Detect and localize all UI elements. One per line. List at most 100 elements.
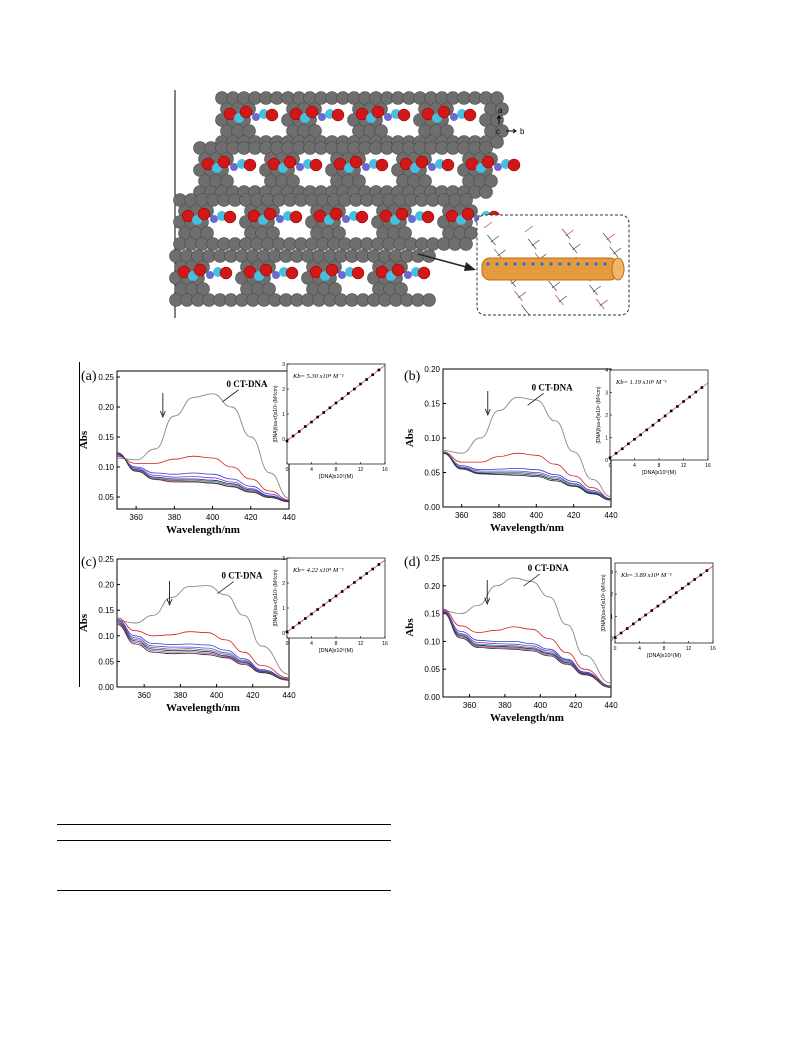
- axis-indicator: a c b: [496, 106, 525, 136]
- inset-data-point: [322, 603, 326, 607]
- bond-line: [558, 295, 568, 303]
- nitrogen-atom: [342, 215, 350, 223]
- bond-line: [602, 232, 612, 244]
- guest-atom: [594, 262, 598, 266]
- inset-data-point: [674, 591, 678, 595]
- panel-label: (d): [404, 555, 421, 570]
- guest-atom: [603, 262, 607, 266]
- oxygen-atom: [193, 263, 207, 277]
- x-axis-label: Wavelength/nm: [166, 524, 240, 536]
- inset-y-tick-label: 1: [605, 436, 608, 442]
- decrease-arrowhead: [484, 597, 491, 606]
- inset-y-tick-label: 2: [605, 413, 608, 419]
- crystal-packing-figure: a c b: [169, 90, 630, 318]
- y-axis-label: Abs: [404, 618, 416, 637]
- oxygen-atom: [415, 155, 429, 169]
- inset-data-point: [310, 612, 313, 616]
- spectrum-line-4: [116, 453, 290, 502]
- x-tick-label: 440: [604, 701, 618, 710]
- inset-frame: [286, 363, 386, 465]
- inset-x-tick-label: 12: [686, 646, 692, 652]
- spectrum-line-1: [116, 455, 290, 501]
- inset-x-tick-label: 0: [609, 463, 612, 469]
- inset-data-point: [304, 425, 307, 428]
- nitrogen-atom: [206, 271, 214, 279]
- bond-line: [555, 294, 564, 306]
- oxygen-atom: [263, 207, 277, 221]
- table-rule-top: [57, 824, 391, 825]
- oxygen-atom: [217, 155, 231, 169]
- spectrum-line-1: [116, 617, 290, 679]
- inset-x-tick-label: 16: [382, 641, 388, 647]
- inset-data-point: [614, 451, 618, 455]
- x-tick-label: 360: [137, 691, 151, 700]
- spectrum-line-7: [116, 624, 290, 681]
- zoom-arrow-line: [417, 253, 471, 269]
- bond-line: [487, 234, 496, 246]
- annotation-leader: [222, 389, 239, 403]
- carbon-atom: [422, 249, 436, 263]
- inset-x-axis-label: [DNA]x10⁵(M): [642, 469, 676, 476]
- bond-line: [612, 247, 622, 255]
- spectrum-line-1: [442, 451, 612, 500]
- inset-data-point: [310, 420, 313, 424]
- oxygen-atom: [259, 263, 273, 277]
- inset-y-tick-label: 3: [282, 362, 285, 368]
- plot-frame: [442, 557, 612, 698]
- bond-line: [524, 225, 534, 233]
- oxygen-atom: [375, 158, 389, 172]
- inset-x-tick-label: 0: [286, 467, 289, 473]
- inset-data-point: [316, 415, 319, 419]
- y-tick-label: 0.00: [98, 683, 114, 692]
- inset-y-tick-label: 1: [282, 606, 285, 612]
- nitrogen-atom: [338, 271, 346, 279]
- space-filling-lattice: [169, 91, 521, 307]
- oxygen-atom: [285, 266, 299, 280]
- annotation-label: 0 CT-DNA: [532, 382, 573, 392]
- nitrogen-atom: [230, 163, 238, 171]
- panel-label: (a): [81, 369, 97, 384]
- guest-atom: [486, 262, 490, 266]
- inset-data-point: [340, 590, 344, 593]
- spectrum-line-2: [442, 609, 612, 687]
- spectrum-line-6: [442, 612, 612, 688]
- inset-data-point: [632, 622, 635, 626]
- x-tick-label: 420: [567, 511, 581, 520]
- kb-label: Kb= 1.19 x10⁵ M⁻¹: [615, 379, 667, 386]
- y-tick-label: 0.20: [424, 365, 440, 374]
- inset-data-point: [705, 569, 709, 572]
- nitrogen-atom: [384, 113, 392, 121]
- y-axis-label: Abs: [404, 428, 416, 447]
- bond-line: [490, 235, 500, 243]
- inset-x-tick-label: 4: [638, 646, 641, 652]
- guest-atom: [495, 262, 499, 266]
- nitrogen-atom: [210, 215, 218, 223]
- inset-data-point: [304, 617, 307, 620]
- inset-y-tick-label: 2: [282, 387, 285, 393]
- x-axis-label: Wavelength/nm: [490, 522, 564, 534]
- inset-frame: [286, 557, 386, 639]
- bond-line: [599, 299, 608, 307]
- inset-data-point: [359, 382, 362, 386]
- guest-atom: [567, 262, 571, 266]
- y-tick-label: 0.20: [98, 403, 114, 412]
- spectrum-line-0: [116, 393, 290, 499]
- oxygen-atom: [325, 263, 339, 277]
- spectrum-line-4: [442, 611, 612, 687]
- annotation-label: 0 CT-DNA: [222, 571, 263, 581]
- x-tick-label: 400: [530, 511, 544, 520]
- y-tick-label: 0.10: [98, 632, 114, 641]
- y-tick-label: 0.05: [98, 493, 114, 502]
- spectrum-line-7: [442, 612, 612, 688]
- oxygen-atom: [417, 266, 431, 280]
- inset-data-point: [656, 604, 660, 608]
- inset-x-tick-label: 16: [382, 467, 388, 473]
- y-tick-label: 0.00: [424, 693, 440, 702]
- oxygen-atom: [265, 108, 279, 122]
- x-tick-label: 400: [206, 513, 220, 522]
- x-tick-label: 380: [498, 701, 512, 710]
- inset-y-axis-label: [DNA]/(εa-εf)x10⁶ (M²/cm): [596, 386, 602, 443]
- inset-data-point: [365, 572, 368, 575]
- inset-y-tick-label: 2: [282, 581, 285, 587]
